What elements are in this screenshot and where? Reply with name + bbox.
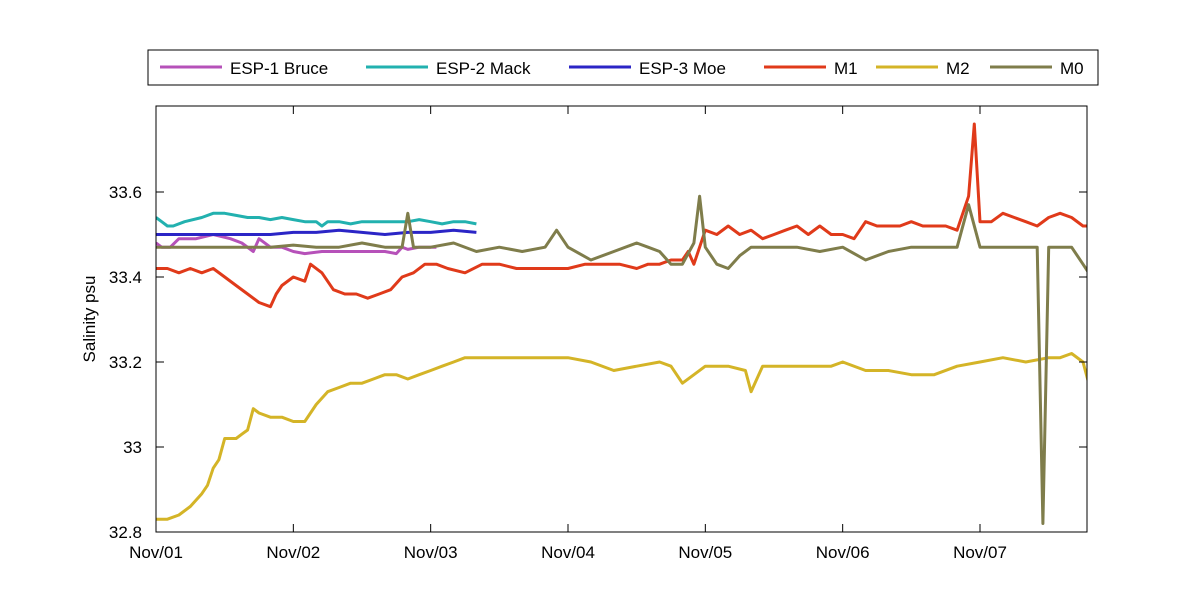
series-line-esp-3-moe	[156, 228, 477, 236]
axes: Nov/01 Nov/02 Nov/03 Nov/04 Nov/05 Nov/06 Nov/…	[109, 105, 1088, 562]
x-tick-label: Nov/04	[541, 543, 595, 562]
y-tick-label: 33	[123, 438, 142, 457]
x-tick-label: Nov/01	[129, 543, 183, 562]
y-tick-label: 33.4	[109, 268, 142, 287]
series-line-m1	[156, 122, 1087, 309]
y-tick-label: 33.6	[109, 183, 142, 202]
series-line-m2	[156, 352, 1087, 521]
plot-frame	[155, 105, 1088, 533]
series-line-m0	[156, 194, 1087, 525]
x-tick-label: Nov/07	[953, 543, 1007, 562]
series-line-esp-2-mack	[156, 211, 477, 228]
legend: ESP-1 Bruce ESP-2 Mack ESP-3 Moe M1 M2 M0	[147, 49, 1099, 86]
legend-label-m0: M0	[1060, 59, 1084, 78]
x-tick-label: Nov/03	[404, 543, 458, 562]
y-tick-label: 32.8	[109, 523, 142, 542]
series-lines	[156, 122, 1087, 525]
legend-label-m2: M2	[946, 59, 970, 78]
y-axis-label: Salinity psu	[80, 276, 99, 363]
x-tick-label: Nov/05	[678, 543, 732, 562]
x-tick-label: Nov/02	[266, 543, 320, 562]
x-tick-label: Nov/06	[816, 543, 870, 562]
legend-label-m1: M1	[834, 59, 858, 78]
legend-label-esp-1-bruce: ESP-1 Bruce	[230, 59, 328, 78]
legend-label-esp-2-mack: ESP-2 Mack	[436, 59, 531, 78]
y-tick-label: 33.2	[109, 353, 142, 372]
plot-area	[156, 106, 1087, 532]
legend-label-esp-3-moe: ESP-3 Moe	[639, 59, 726, 78]
